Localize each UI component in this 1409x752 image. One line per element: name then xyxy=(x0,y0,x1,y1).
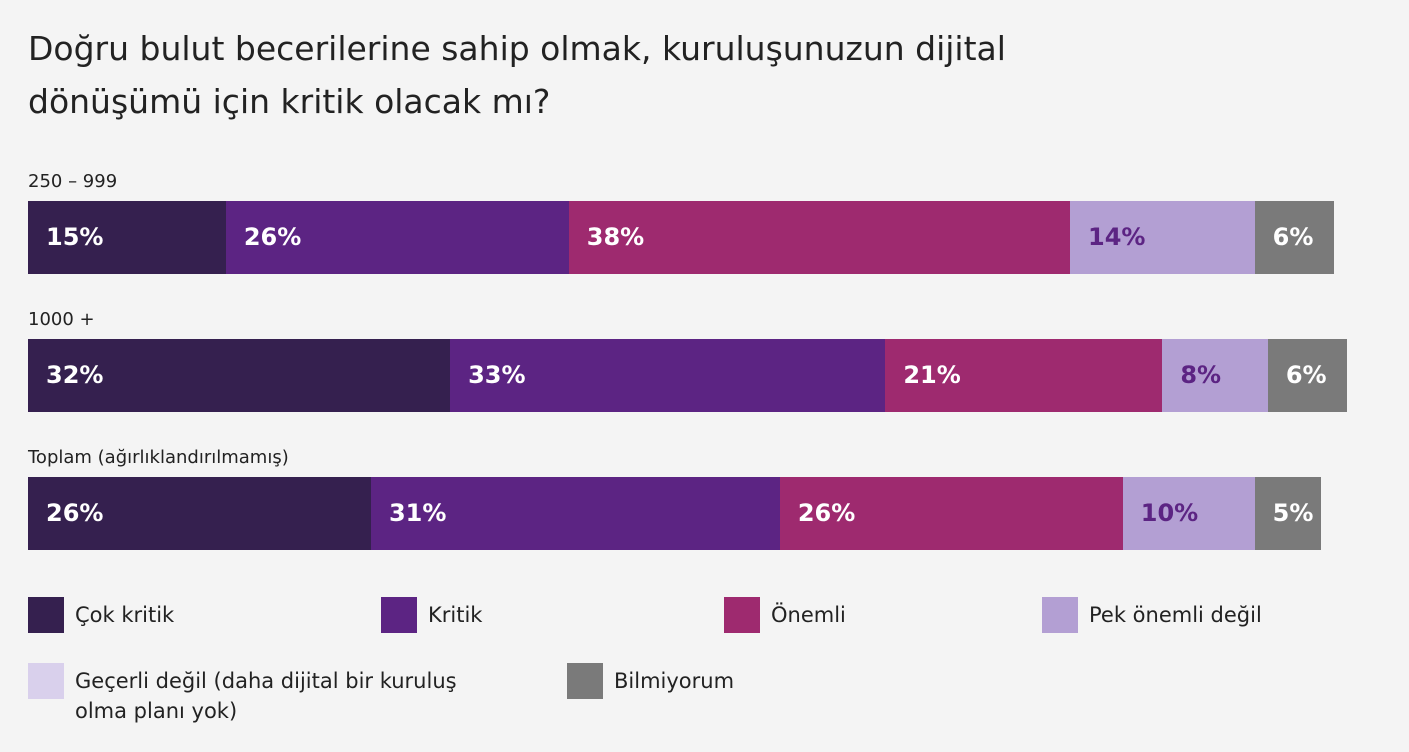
legend-swatch xyxy=(724,597,760,633)
legend-swatch xyxy=(28,597,64,633)
value-label: 5% xyxy=(1272,499,1314,527)
value-label: 26% xyxy=(46,499,104,527)
value-label: 6% xyxy=(1285,361,1327,389)
value-label: 6% xyxy=(1272,223,1314,251)
legend-label: Geçerli değil (daha dijital bir kuruluş … xyxy=(75,669,457,723)
value-label: 15% xyxy=(46,223,104,251)
bar-segment xyxy=(370,477,780,550)
legend-label: Çok kritik xyxy=(75,603,175,627)
bar-segment xyxy=(885,339,1163,412)
bar-segment xyxy=(1162,339,1268,412)
value-label: 38% xyxy=(586,223,645,251)
value-label: 26% xyxy=(797,499,856,527)
value-label: 14% xyxy=(1088,223,1146,251)
value-label: 10% xyxy=(1140,499,1199,527)
bar-segment xyxy=(1254,477,1321,550)
value-label: 31% xyxy=(388,499,447,527)
bar-segment xyxy=(779,477,1123,550)
value-label: 21% xyxy=(903,361,961,389)
bar-segment xyxy=(568,201,1070,274)
bar-segment xyxy=(225,201,569,274)
bar-segment xyxy=(1070,201,1255,274)
bar-segment xyxy=(1267,339,1347,412)
chart-title: Doğru bulut becerilerine sahip olmak, ku… xyxy=(28,29,1006,121)
legend-label: Bilmiyorum xyxy=(614,669,735,693)
legend-swatch xyxy=(1042,597,1078,633)
legend-swatch xyxy=(28,663,64,699)
legend-label: Pek önemli değil xyxy=(1089,603,1262,627)
bar-segment xyxy=(28,201,226,274)
value-label: 33% xyxy=(468,361,526,389)
bar-segment xyxy=(28,477,371,550)
legend-swatch xyxy=(381,597,417,633)
category-label: 250 – 999 xyxy=(28,171,118,192)
value-label: 26% xyxy=(243,223,302,251)
bar-segment xyxy=(1122,477,1255,550)
value-label: 32% xyxy=(46,361,104,389)
category-label: 1000 + xyxy=(28,309,95,330)
value-label: 8% xyxy=(1180,361,1222,389)
category-label: Toplam (ağırlıklandırılmamış) xyxy=(28,447,289,468)
legend-swatch xyxy=(567,663,603,699)
bar-segment xyxy=(450,339,886,412)
bar-segment xyxy=(1254,201,1334,274)
legend-label: Önemli xyxy=(771,603,846,627)
legend-label: Kritik xyxy=(428,603,483,627)
bar-segment xyxy=(28,339,451,412)
